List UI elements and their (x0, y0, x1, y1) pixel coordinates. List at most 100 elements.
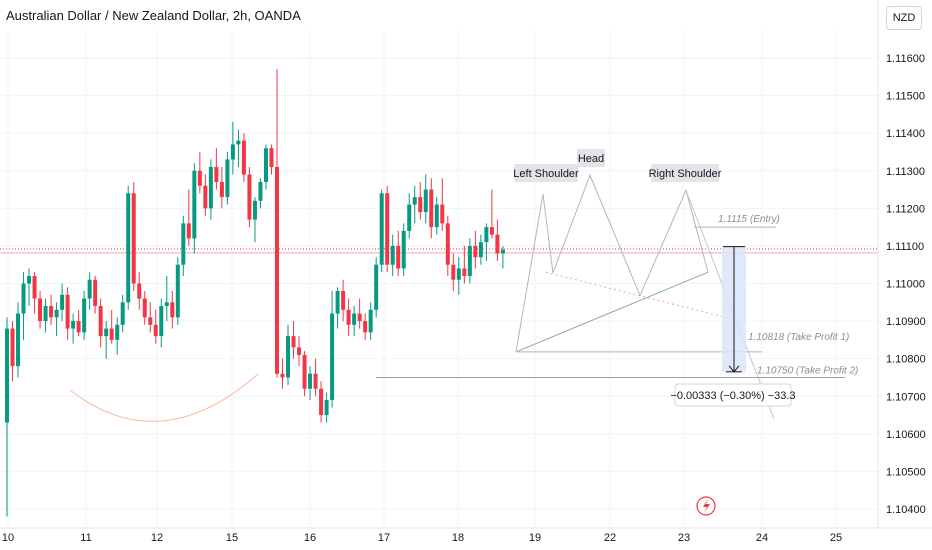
price-tick-label: 1.11100 (886, 241, 924, 253)
candle (500, 249, 505, 254)
candle (335, 291, 340, 314)
candle (412, 197, 417, 205)
time-tick-label: 12 (151, 532, 163, 544)
candle (324, 400, 329, 416)
candle (49, 306, 54, 318)
right-shoulder-label-box (651, 164, 719, 182)
candle (236, 140, 241, 145)
candle (456, 268, 461, 280)
candle (357, 313, 362, 322)
neckline (515, 271, 709, 353)
chart-grid (0, 30, 878, 528)
time-tick-label: 15 (226, 532, 238, 544)
candle (423, 189, 428, 213)
time-tick-label: 16 (304, 532, 316, 544)
annotation-overlays: Left Shoulder Head Right Shoulder −0.00333 … (513, 149, 928, 516)
candle (286, 336, 291, 378)
measure-box (674, 383, 792, 407)
candle (186, 223, 191, 239)
currency-button[interactable]: NZD (886, 6, 922, 30)
price-tick-label: 1.11000 (886, 279, 925, 291)
candle (142, 298, 147, 318)
time-tick-label: 24 (756, 532, 768, 544)
head-label: Head (578, 153, 604, 165)
candle (429, 189, 434, 228)
candle (137, 283, 142, 299)
candle (71, 321, 76, 329)
candle (38, 298, 43, 322)
candle (21, 283, 26, 314)
price-tick-label: 1.11600 (886, 53, 925, 65)
price-tick-label: 1.11500 (886, 91, 925, 103)
candle (87, 279, 92, 299)
price-axis[interactable]: 1.11600 1.11500 1.11400 1.11300 1.11200 1.111… (877, 0, 932, 550)
tp1-label: 1.10818 (Take Profit 1) (748, 332, 849, 343)
candle (451, 264, 456, 280)
candle (258, 182, 263, 201)
candle (60, 294, 65, 310)
candle (93, 279, 98, 307)
candle (274, 166, 279, 374)
price-tick-label: 1.10500 (886, 466, 926, 478)
price-tick-label: 1.10800 (886, 354, 926, 366)
candle (153, 324, 158, 337)
candle (330, 313, 335, 401)
candle (368, 309, 373, 333)
candle (10, 328, 15, 367)
candle (181, 223, 186, 265)
candle (219, 182, 224, 198)
candle (263, 148, 268, 183)
candle (5, 328, 9, 423)
candle (27, 275, 32, 284)
price-tick-label: 1.10700 (886, 391, 926, 403)
candle (252, 200, 257, 220)
candle (16, 313, 21, 367)
price-tick-label: 1.11200 (886, 203, 925, 215)
candle (98, 306, 103, 337)
candle (418, 197, 423, 213)
tp2-label: 1.10750 (Take Profit 2) (757, 365, 858, 376)
candle (445, 223, 450, 265)
candle (54, 309, 59, 318)
candle (396, 245, 401, 269)
price-tick-label: 1.11400 (886, 128, 925, 140)
candle (319, 388, 324, 416)
head-label-box (577, 149, 605, 167)
candle (313, 373, 318, 389)
price-axis-bg (878, 0, 932, 550)
candle (164, 302, 169, 307)
time-tick-label: 11 (80, 532, 91, 544)
candle (280, 373, 285, 378)
time-axis[interactable]: 10 11 12 15 16 17 18 19 22 23 24 25 (0, 527, 932, 544)
rounding-arc (69, 373, 259, 422)
lightning-icon[interactable] (696, 496, 716, 516)
candle (225, 159, 230, 198)
candle (197, 170, 202, 186)
time-tick-label: 25 (830, 532, 842, 544)
candle (297, 347, 302, 355)
candle (401, 230, 406, 269)
time-tick-label: 17 (378, 532, 390, 544)
measure-text: −0.00333 (−0.30%) −33.3 (670, 390, 795, 402)
candle (363, 321, 368, 333)
candle (374, 264, 379, 310)
candle (230, 144, 235, 160)
candle (65, 294, 70, 329)
candle (159, 306, 164, 337)
candle (495, 234, 500, 254)
candle (407, 204, 412, 231)
candle (489, 227, 494, 235)
price-tick-label: 1.11300 (886, 166, 925, 178)
decorative-arc (69, 373, 259, 422)
candle (346, 309, 351, 325)
candle (379, 193, 384, 265)
candle (131, 193, 136, 284)
candle (434, 204, 439, 228)
time-tick-label: 19 (529, 532, 541, 544)
candle (241, 140, 246, 175)
candle (352, 313, 357, 325)
dotted-projection (545, 271, 731, 319)
candle (203, 185, 208, 209)
chart-title: Australian Dollar / New Zealand Dollar, … (6, 8, 301, 23)
